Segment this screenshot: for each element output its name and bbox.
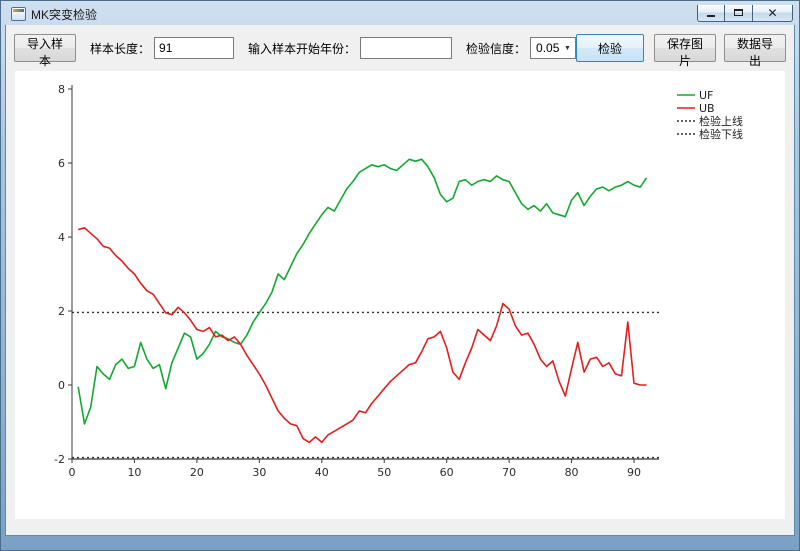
close-icon: ✕: [767, 5, 778, 20]
start-year-label: 输入样本开始年份：: [248, 41, 357, 56]
svg-text:90: 90: [627, 466, 641, 479]
svg-text:4: 4: [58, 231, 65, 244]
svg-text:UB: UB: [699, 102, 715, 115]
svg-text:20: 20: [190, 466, 204, 479]
chart-panel: -2 0 2 4 6 8 0 10 20 30 40 50 60 70 80 90 UF UB 检验上线 检验下线: [15, 71, 785, 519]
minimize-button[interactable]: [697, 4, 725, 22]
svg-text:6: 6: [58, 157, 65, 170]
sample-length-input[interactable]: [154, 37, 235, 59]
svg-text:40: 40: [315, 466, 329, 479]
maximize-icon: [734, 9, 743, 16]
svg-text:检验上线: 检验上线: [699, 114, 743, 128]
svg-text:-2: -2: [54, 453, 65, 466]
toolbar: 导入样本 样本长度： 输入样本开始年份： 检验信度： 0.05 ▼ 检验 保存图…: [6, 25, 794, 69]
window-title: MK突变检验: [31, 7, 98, 22]
svg-text:8: 8: [58, 83, 65, 96]
save-image-button[interactable]: 保存图片: [654, 34, 716, 68]
confidence-select[interactable]: 0.05 ▼: [530, 37, 576, 59]
minimize-icon: [707, 14, 715, 17]
svg-text:50: 50: [377, 466, 391, 479]
svg-text:80: 80: [565, 466, 579, 479]
chevron-down-icon: ▼: [564, 44, 571, 52]
app-icon: [11, 7, 26, 21]
svg-text:0: 0: [58, 379, 65, 392]
maximize-button[interactable]: [725, 4, 753, 22]
sample-length-label: 样本长度：: [90, 41, 151, 56]
start-year-input[interactable]: [360, 37, 453, 59]
import-sample-button[interactable]: 导入样本: [14, 34, 76, 68]
confidence-selected-value: 0.05: [536, 41, 560, 55]
confidence-label: 检验信度：: [466, 41, 527, 56]
svg-text:2: 2: [58, 305, 65, 318]
close-button[interactable]: ✕: [753, 4, 793, 22]
title-bar[interactable]: MK突变检验 ✕: [5, 1, 795, 25]
svg-text:0: 0: [69, 466, 76, 479]
svg-text:10: 10: [127, 466, 141, 479]
svg-text:UF: UF: [699, 89, 713, 102]
svg-text:60: 60: [440, 466, 454, 479]
svg-text:30: 30: [252, 466, 266, 479]
export-data-button[interactable]: 数据导出: [724, 34, 786, 68]
client-area: 导入样本 样本长度： 输入样本开始年份： 检验信度： 0.05 ▼ 检验 保存图…: [5, 25, 795, 536]
caption-buttons: ✕: [697, 4, 793, 22]
svg-text:70: 70: [502, 466, 516, 479]
svg-text:检验下线: 检验下线: [699, 127, 743, 141]
run-test-button[interactable]: 检验: [576, 34, 644, 62]
